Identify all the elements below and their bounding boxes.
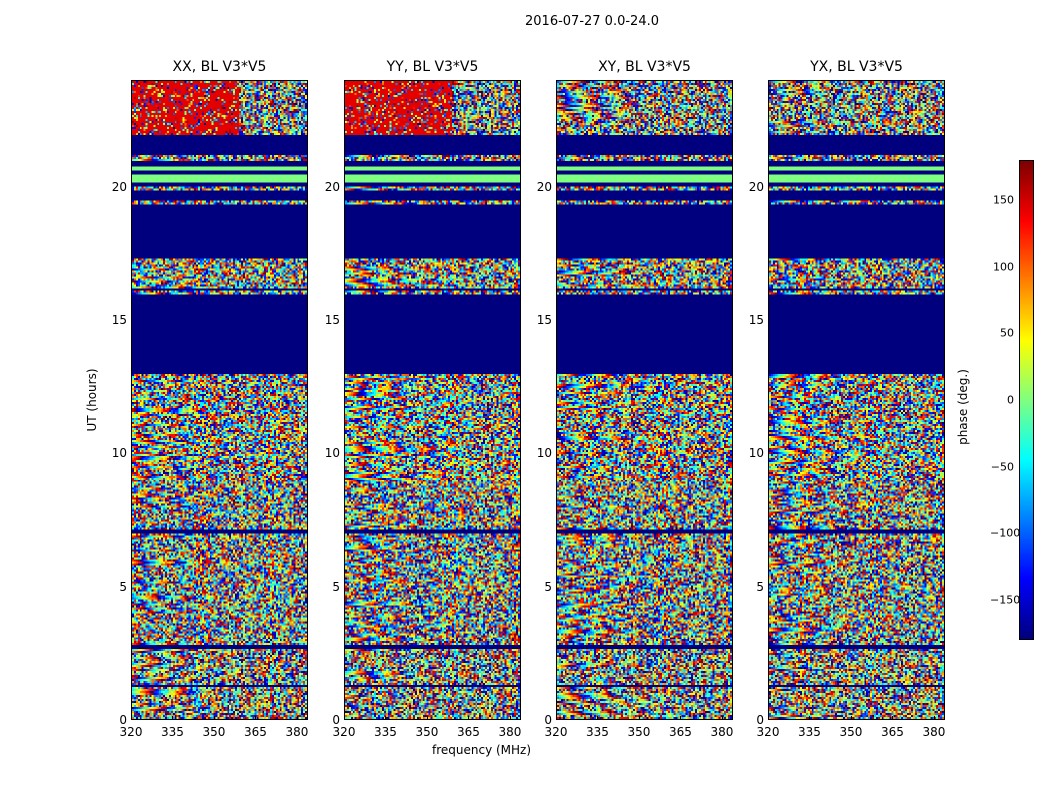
- x-tick: [255, 716, 257, 720]
- x-tick: [468, 716, 470, 720]
- x-tick: [850, 716, 852, 720]
- y-tick-label: 0: [119, 713, 127, 727]
- colorbar-tick-label: 100: [993, 260, 1014, 274]
- x-tick: [597, 716, 599, 720]
- x-tick: [809, 716, 811, 720]
- y-tick-label: 20: [111, 179, 127, 194]
- y-tick-label: 15: [536, 313, 552, 327]
- x-tick-label: 320: [756, 725, 780, 739]
- waterfall-panel: [344, 80, 521, 720]
- figure-suptitle: 2016-07-27 0.0-24.0: [525, 14, 659, 29]
- y-tick-label: 0: [544, 713, 552, 727]
- y-tick-label: 0: [756, 713, 764, 727]
- x-tick: [131, 716, 132, 720]
- colorbar: [1019, 160, 1034, 640]
- panel-title: YX, BL V3*V5: [810, 59, 903, 75]
- x-tick-label: 335: [798, 725, 821, 739]
- x-tick: [172, 716, 174, 720]
- y-tick-label: 15: [748, 313, 764, 327]
- y-tick-label: 5: [332, 579, 340, 594]
- y-tick-label: 20: [748, 179, 764, 194]
- x-tick: [933, 716, 935, 720]
- x-tick: [509, 716, 511, 720]
- x-tick-label: 350: [202, 725, 226, 739]
- y-tick-label: 10: [536, 446, 552, 461]
- x-tick-label: 335: [374, 725, 397, 739]
- waterfall-image: [769, 81, 944, 719]
- colorbar-label: phase (deg.): [956, 369, 970, 445]
- y-tick-label: 10: [324, 446, 340, 461]
- panel-title: XX, BL V3*V5: [172, 59, 267, 75]
- y-tick-label: 20: [536, 179, 552, 194]
- waterfall-panel: [131, 80, 308, 720]
- waterfall-panel: [768, 80, 945, 720]
- x-tick: [296, 716, 298, 720]
- colorbar-tick-label: 0: [1007, 393, 1014, 407]
- x-tick-label: 365: [244, 725, 267, 739]
- x-tick-label: 365: [669, 725, 692, 739]
- colorbar-tick-label: −150: [990, 593, 1021, 607]
- x-tick-label: 320: [544, 725, 568, 739]
- x-tick-label: 380: [922, 725, 946, 739]
- x-tick-label: 335: [586, 725, 609, 739]
- x-tick: [385, 716, 387, 720]
- y-tick-label: 20: [324, 179, 340, 194]
- x-tick-label: 350: [415, 725, 439, 739]
- panel-title: XY, BL V3*V5: [598, 59, 691, 75]
- x-tick-label: 365: [881, 725, 904, 739]
- y-tick-label: 0: [332, 713, 340, 727]
- y-tick-label: 15: [324, 313, 340, 327]
- x-tick: [344, 716, 345, 720]
- y-tick-label: 5: [756, 579, 764, 594]
- x-tick-label: 335: [161, 725, 184, 739]
- x-tick: [768, 716, 769, 720]
- colorbar-tick-label: 50: [1000, 326, 1014, 340]
- panel-title: YY, BL V3*V5: [386, 59, 479, 75]
- x-tick-label: 320: [332, 725, 356, 739]
- x-tick-label: 365: [457, 725, 480, 739]
- y-tick-label: 15: [111, 313, 127, 327]
- x-tick-label: 350: [839, 725, 863, 739]
- y-tick-label: 5: [544, 579, 552, 594]
- colorbar-tick-label: −100: [990, 526, 1021, 540]
- waterfall-panel: [556, 80, 733, 720]
- waterfall-image: [132, 81, 307, 719]
- waterfall-image: [557, 81, 732, 719]
- x-tick-label: 380: [285, 725, 309, 739]
- x-tick: [556, 716, 557, 720]
- x-tick: [680, 716, 682, 720]
- y-tick-label: 10: [748, 446, 764, 461]
- y-tick-label: 10: [111, 446, 127, 461]
- x-tick: [638, 716, 640, 720]
- x-tick: [892, 716, 894, 720]
- y-tick-label: 5: [119, 579, 127, 594]
- colorbar-tick-label: −50: [990, 460, 1014, 474]
- x-tick-label: 350: [627, 725, 651, 739]
- x-axis-label: frequency (MHz): [432, 743, 532, 757]
- colorbar-tick-label: 150: [993, 193, 1014, 207]
- x-tick-label: 320: [119, 725, 143, 739]
- x-tick: [213, 716, 215, 720]
- x-tick: [721, 716, 723, 720]
- waterfall-image: [345, 81, 520, 719]
- x-tick-label: 380: [710, 725, 734, 739]
- x-tick: [426, 716, 428, 720]
- y-axis-label: UT (hours): [85, 368, 99, 432]
- x-tick-label: 380: [498, 725, 522, 739]
